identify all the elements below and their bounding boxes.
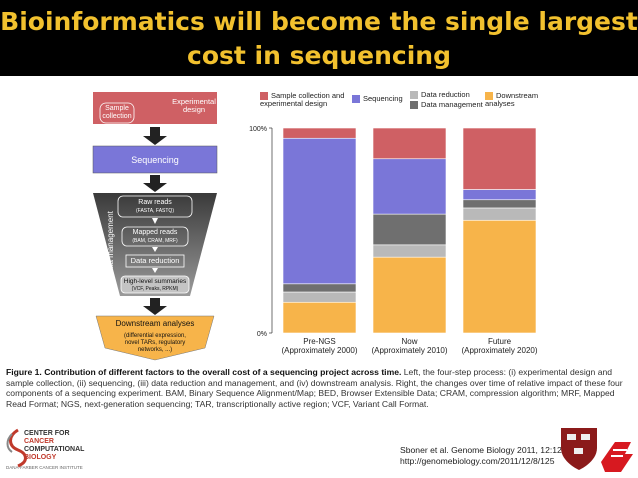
arrow-down-icon [143, 136, 167, 145]
logo-line-4: BIOLOGY [24, 454, 57, 461]
bar-segment-0-0 [282, 301, 357, 334]
bar-segment-0-1 [282, 291, 357, 303]
legend-data-reduction: Data reduction [410, 91, 470, 99]
downstream-detail-1: (differential expression, [124, 333, 186, 339]
legend-sequencing: Sequencing [352, 95, 403, 103]
downstream-analyses-label: Downstream analyses [115, 319, 195, 328]
slide-title-line-2: cost in sequencing [187, 41, 451, 70]
logo-line-3: COMPUTATIONAL [24, 446, 85, 453]
slide-title-line-1: Bioinformatics will become the single la… [0, 7, 638, 36]
bar-segment-2-1 [462, 207, 537, 221]
reference: Sboner et al. Genome Biology 2011, 12:12… [400, 445, 567, 467]
sample-collection-box [99, 102, 135, 124]
mapped-reads-formats: (BAM, CRAM, MRF) [132, 238, 178, 244]
bar-segment-1-3 [372, 158, 447, 215]
bar-segment-2-3 [462, 189, 537, 201]
data-management-funnel [93, 193, 217, 296]
reference-line-1: Sboner et al. Genome Biology 2011, 12:12… [400, 445, 567, 455]
sequencing-label: Sequencing [131, 155, 179, 165]
downstream-detail-3: networks, ...) [137, 347, 173, 353]
raw-reads-box [117, 195, 193, 218]
bar-segment-0-2 [282, 283, 357, 293]
legend-sample: Sample collection and experimental desig… [260, 91, 345, 108]
reference-line-2: http://genomebiology.com/2011/12/8/125 [400, 456, 555, 466]
sequencing-box [92, 145, 218, 174]
logo-line-5: DANA-FARBER CANCER INSTITUTE [6, 465, 83, 470]
y-tick-label-100: 100% [249, 126, 267, 133]
raw-reads-label: Raw reads [138, 199, 172, 206]
arrow-down-icon [143, 183, 167, 192]
summaries-label: High-level summaries [123, 278, 187, 285]
institution-logos [561, 428, 633, 472]
mapped-reads-box [121, 226, 189, 247]
bar-segment-1-4 [372, 127, 447, 160]
x-tick-label-1-0: Now [401, 337, 417, 346]
logo-line-2: CANCER [24, 438, 54, 445]
logo-line-1: CENTER FOR [24, 430, 70, 437]
x-tick-label-2-1: (Approximately 2020) [461, 346, 537, 355]
x-tick-label-2-0: Future [488, 337, 512, 346]
data-reduction-label: Data reduction [130, 256, 180, 265]
downstream-detail-2: novel TARs, regulatory [124, 340, 186, 346]
x-tick-label-1-1: (Approximately 2010) [371, 346, 447, 355]
sample-collection-label: Sample collection [102, 105, 132, 120]
y-tick-label-0: 0% [257, 331, 267, 338]
bar-segment-0-3 [282, 137, 357, 285]
bar-segment-1-2 [372, 213, 447, 246]
legend-downstream: Downstream analyses [485, 91, 539, 108]
bar-segment-0-4 [282, 127, 357, 139]
summaries-box [120, 275, 190, 294]
bar-segment-2-4 [462, 127, 537, 190]
title-banner [0, 0, 638, 76]
data-reduction-box [125, 254, 185, 268]
arrow-down-icon [143, 306, 167, 315]
legend-data-management: Data management [410, 101, 483, 109]
experimental-design-label: Experimental design [172, 97, 216, 114]
caption-label: Figure 1. Contribution of different fact… [6, 367, 402, 377]
bar-segment-1-1 [372, 244, 447, 258]
summaries-formats: (VCF, Peaks, RPKM) [131, 286, 179, 292]
figure-caption: Figure 1. Contribution of different fact… [6, 367, 632, 409]
x-tick-label-0-1: (Approximately 2000) [281, 346, 357, 355]
downstream-analyses-box [95, 315, 215, 361]
ccb-logo-icon [6, 428, 27, 468]
caption-text: Left, the four-step process: (i) experim… [6, 367, 623, 409]
x-tick-label-0-0: Pre-NGS [303, 337, 335, 346]
bar-segment-1-0 [372, 256, 447, 334]
bar-segment-2-0 [462, 219, 537, 334]
mapped-reads-label: Mapped reads [132, 229, 178, 236]
bar-segment-2-2 [462, 199, 537, 209]
raw-reads-formats: (FASTA, FASTQ) [136, 208, 174, 214]
